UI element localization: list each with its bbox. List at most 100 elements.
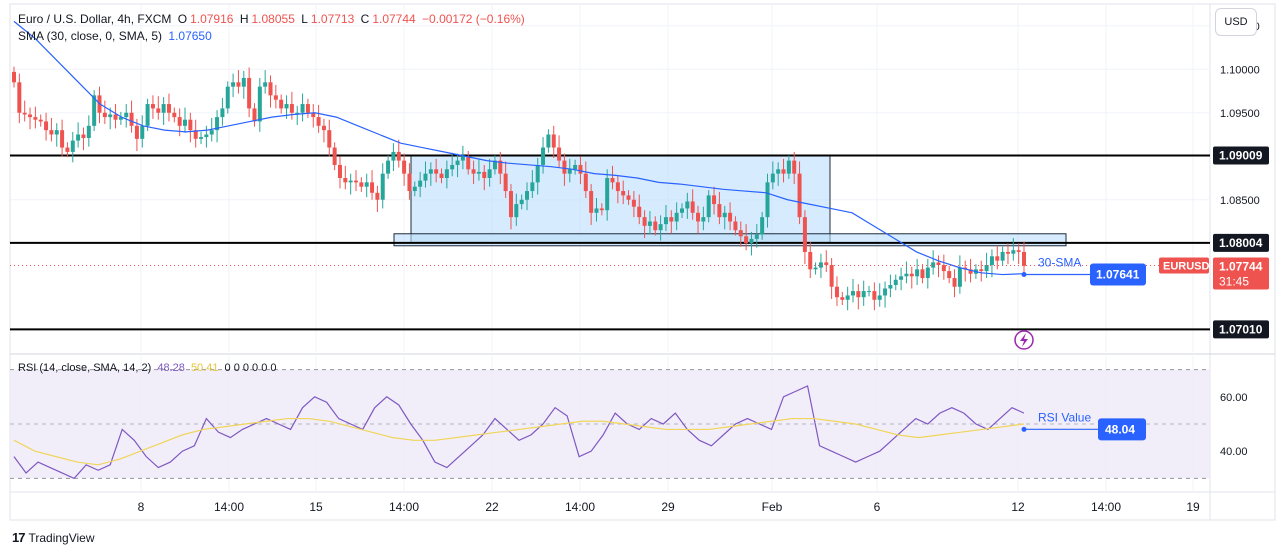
candle-body bbox=[802, 217, 807, 252]
candle-body bbox=[920, 269, 925, 279]
candle-body bbox=[359, 182, 364, 187]
sma-value: 1.07650 bbox=[168, 29, 212, 43]
chart-frame bbox=[9, 3, 1276, 521]
candle-body bbox=[129, 112, 134, 126]
candle-body bbox=[792, 160, 797, 174]
sma-annotation-label: 30-SMA bbox=[1038, 255, 1081, 269]
candle-body bbox=[391, 151, 396, 161]
open-value: 1.07916 bbox=[190, 12, 234, 26]
candle-body bbox=[476, 171, 481, 174]
candle-body bbox=[674, 212, 679, 222]
candle-body bbox=[850, 291, 855, 296]
symbol-title[interactable]: Euro / U.S. Dollar, 4h, FXCM bbox=[18, 12, 172, 26]
rsi-value-tag: 48.04 bbox=[1105, 422, 1135, 436]
candle-body bbox=[941, 265, 946, 272]
candle-body bbox=[1022, 251, 1026, 266]
candle-body bbox=[883, 288, 888, 296]
rsi-extra-values: 0 0 0 0 0 0 bbox=[224, 362, 277, 374]
candle-body bbox=[354, 180, 359, 183]
sma-line bbox=[13, 20, 1025, 276]
candle-body bbox=[257, 86, 262, 122]
candle-body bbox=[722, 212, 727, 218]
candle-body bbox=[637, 206, 642, 218]
candle-body bbox=[909, 273, 914, 277]
candle-body bbox=[124, 112, 129, 118]
x-tick-label: 6 bbox=[874, 500, 881, 514]
candle-body bbox=[60, 130, 65, 148]
candle-body bbox=[49, 130, 54, 135]
candle-body bbox=[140, 125, 145, 139]
candle-body bbox=[786, 160, 791, 174]
candle-body bbox=[81, 134, 86, 138]
candle-body bbox=[626, 195, 631, 200]
x-tick-label: 14:00 bbox=[214, 500, 244, 514]
candle-body bbox=[904, 273, 909, 277]
candle-body bbox=[172, 112, 177, 118]
candle-body bbox=[38, 119, 43, 122]
candle-body bbox=[434, 169, 439, 174]
candle-body bbox=[316, 117, 321, 126]
candle-body bbox=[54, 130, 59, 135]
candle-body bbox=[471, 169, 476, 174]
candle-body bbox=[161, 104, 166, 113]
candle-body bbox=[450, 164, 455, 170]
x-tick-label: 19 bbox=[1186, 500, 1200, 514]
candle-body bbox=[867, 291, 872, 293]
candle-body bbox=[12, 71, 16, 83]
candle-body bbox=[899, 276, 904, 280]
candle-body bbox=[22, 112, 27, 115]
candle-body bbox=[327, 130, 332, 148]
candle-body bbox=[765, 182, 770, 218]
candle-body bbox=[113, 114, 118, 120]
candle-body bbox=[145, 104, 150, 126]
candle-body bbox=[594, 208, 599, 213]
level-price-tag bbox=[1213, 320, 1269, 339]
candle-body bbox=[610, 178, 615, 183]
candle-body bbox=[797, 173, 802, 218]
candle-body bbox=[273, 95, 278, 100]
candle-body bbox=[33, 117, 38, 120]
candle-body bbox=[466, 156, 471, 170]
candle-body bbox=[562, 160, 567, 174]
candle-body bbox=[621, 191, 626, 196]
countdown-value: 31:45 bbox=[1219, 275, 1249, 289]
candle-body bbox=[177, 117, 182, 126]
candle-body bbox=[840, 297, 845, 300]
rsi-value: 48.28 bbox=[157, 362, 185, 374]
rsi-sma-value: 50.41 bbox=[190, 362, 219, 374]
sma-label[interactable]: SMA (30, close, 0, SMA, 5) bbox=[18, 29, 163, 43]
candle-body bbox=[423, 173, 428, 181]
candle-body bbox=[754, 234, 759, 239]
candle-body bbox=[150, 104, 155, 109]
candle-body bbox=[1005, 251, 1010, 254]
candle-body bbox=[760, 217, 765, 235]
candle-body bbox=[738, 230, 743, 237]
candle-body bbox=[508, 191, 513, 218]
candle-body bbox=[156, 108, 161, 113]
x-tick-label: 29 bbox=[661, 500, 675, 514]
symbol-tag-label: EURUSD bbox=[1163, 261, 1210, 273]
high-label: H bbox=[239, 12, 249, 26]
candle-body bbox=[44, 121, 49, 131]
level-price-tag bbox=[1213, 146, 1269, 165]
candle-body bbox=[893, 279, 898, 286]
candle-body bbox=[1011, 250, 1016, 254]
candle-body bbox=[979, 269, 984, 272]
candle-body bbox=[605, 178, 610, 211]
candle-body bbox=[183, 119, 188, 126]
tradingview-logo[interactable]: 17 TradingView bbox=[12, 530, 95, 545]
candle-body bbox=[717, 204, 722, 218]
currency-button[interactable]: USD bbox=[1215, 8, 1257, 36]
candle-body bbox=[989, 256, 994, 265]
candle-body bbox=[557, 147, 562, 161]
candle-body bbox=[444, 169, 449, 178]
lightning-glyph bbox=[1020, 333, 1028, 347]
rsi-annotation-dot bbox=[1021, 426, 1027, 432]
candle-body bbox=[407, 173, 412, 192]
rsi-label[interactable]: RSI (14, close, SMA, 14, 2) bbox=[18, 362, 152, 374]
candle-body bbox=[824, 262, 829, 265]
x-tick-label: 14:00 bbox=[389, 500, 419, 514]
candle-body bbox=[225, 86, 230, 109]
candle-body bbox=[647, 221, 652, 226]
